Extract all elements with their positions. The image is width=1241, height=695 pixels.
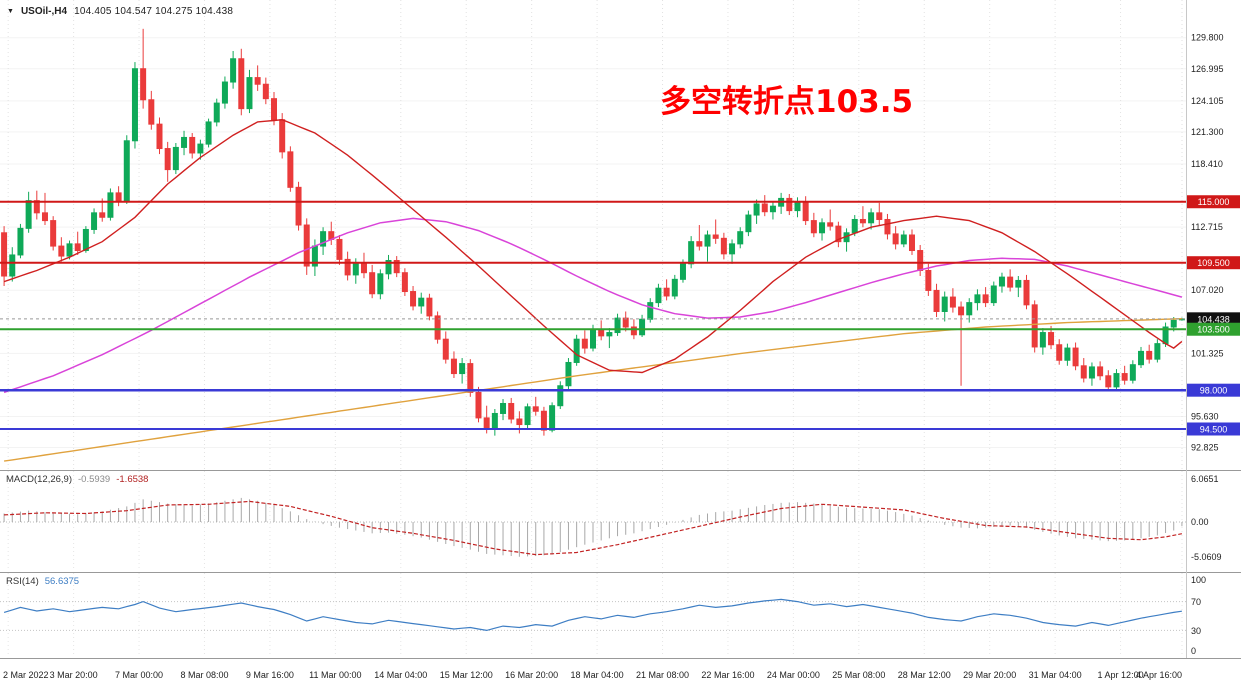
macd-signal-value: -1.6538 (116, 474, 149, 485)
price-badge-109.500: 109.500 (1187, 256, 1240, 270)
svg-text:98.000: 98.000 (1200, 386, 1228, 396)
macd-signal-line (4, 500, 1183, 556)
price-badge-104.438: 104.438 (1187, 312, 1240, 326)
chart-annotation-text[interactable]: 多空转折点103.5 (660, 84, 914, 120)
macd-histogram (3, 497, 1183, 557)
time-axis-label: 24 Mar 00:00 (766, 670, 820, 680)
rsi-indicator-label: RSI(14) 56.6375 (6, 576, 79, 587)
macd-axis-min: -5.0609 (1191, 552, 1222, 562)
ma-orange-line (3, 318, 1182, 462)
svg-text:112.715: 112.715 (1191, 222, 1223, 232)
svg-text:129.800: 129.800 (1191, 33, 1224, 43)
ma-red-line (3, 118, 1183, 374)
time-axis-label: 31 Mar 04:00 (1028, 670, 1082, 680)
time-axis-label: 28 Mar 12:00 (897, 670, 951, 680)
candles-layer (1, 28, 1185, 436)
chart-info-bar: ▼ USOil-,H4 104.405 104.547 104.275 104.… (7, 6, 233, 17)
time-axis-label: 11 Mar 00:00 (309, 670, 362, 680)
macd-indicator-label: MACD(12,26,9) -0.5939 -1.6538 (6, 474, 148, 485)
time-axis-label: 3 Mar 20:00 (49, 670, 98, 680)
chart-expand-icon[interactable]: ▼ (7, 7, 14, 15)
price-badge-115.000: 115.000 (1187, 195, 1240, 209)
time-axis-label: 25 Mar 08:00 (832, 670, 886, 680)
time-axis-label: 14 Mar 04:00 (374, 670, 428, 680)
rsi-panel[interactable] (0, 572, 1241, 658)
rsi-axis-0: 0 (1191, 646, 1197, 656)
svg-text:121.300: 121.300 (1191, 127, 1224, 137)
svg-text:118.410: 118.410 (1191, 159, 1223, 169)
price-badge-98.000: 98.000 (1187, 383, 1240, 397)
time-axis[interactable]: 2 Mar 2022 3 Mar 20:00 7 Mar 00:00 8 Mar 08… (0, 658, 1241, 695)
symbol-timeframe-label: USOil-,H4 (20, 6, 68, 17)
svg-text:104.438: 104.438 (1197, 314, 1230, 324)
rsi-name: RSI(14) (6, 576, 39, 587)
macd-axis-zero: 0.00 (1191, 517, 1209, 527)
macd-name: MACD(12,26,9) (6, 474, 72, 485)
time-axis-label: 4 Apr 16:00 (1135, 670, 1182, 680)
price-badge-94.500: 94.500 (1187, 422, 1240, 436)
macd-grid (7, 471, 1183, 571)
time-axis-label: 15 Mar 12:00 (439, 670, 493, 680)
rsi-line (3, 598, 1182, 632)
svg-text:92.825: 92.825 (1191, 443, 1219, 453)
ohlc-values: 104.405 104.547 104.275 104.438 (74, 6, 234, 17)
time-axis-label: 29 Mar 20:00 (963, 670, 1017, 680)
macd-axis-max: 6.0651 (1191, 474, 1219, 484)
time-axis-label: 22 Mar 16:00 (701, 670, 755, 680)
time-axis-label: 8 Mar 08:00 (180, 670, 229, 680)
price-axis-labels: 129.800 126.995 124.105 121.300 118.410 112.7… (1191, 33, 1224, 453)
time-axis-label: 9 Mar 16:00 (245, 670, 294, 680)
time-axis-label: 7 Mar 00:00 (115, 670, 164, 680)
price-badge-103.500: 103.500 (1187, 322, 1240, 336)
macd-canvas[interactable] (0, 470, 1241, 572)
svg-text:126.995: 126.995 (1191, 64, 1224, 74)
time-axis-label: 1 Apr 12:00 (1097, 670, 1144, 680)
svg-text:124.105: 124.105 (1191, 96, 1224, 106)
rsi-axis-100: 100 (1191, 575, 1207, 585)
rsi-axis-70: 70 (1191, 597, 1202, 607)
ma-magenta-line (3, 217, 1183, 394)
main-chart-canvas[interactable]: 129.800 126.995 124.105 121.300 118.410 112.7… (0, 0, 1241, 470)
time-axis-label: 16 Mar 20:00 (505, 670, 559, 680)
svg-text:103.500: 103.500 (1197, 325, 1230, 335)
main-chart-panel[interactable]: 129.800 126.995 124.105 121.300 118.410 112.7… (0, 0, 1241, 470)
rsi-canvas[interactable] (0, 572, 1241, 658)
svg-text:107.020: 107.020 (1191, 285, 1224, 295)
svg-text:101.325: 101.325 (1191, 348, 1224, 358)
svg-text:109.500: 109.500 (1197, 258, 1230, 268)
main-grid (0, 0, 1186, 470)
macd-panel[interactable] (0, 470, 1241, 572)
time-axis-label: 18 Mar 04:00 (570, 670, 624, 680)
svg-text:95.630: 95.630 (1191, 411, 1219, 421)
time-axis-label: 2 Mar 2022 (3, 670, 49, 680)
svg-text:94.500: 94.500 (1200, 424, 1228, 434)
rsi-axis-30: 30 (1191, 626, 1202, 636)
time-axis-label: 21 Mar 08:00 (635, 670, 690, 680)
macd-main-value: -0.5939 (78, 474, 111, 485)
rsi-value: 56.6375 (44, 576, 80, 587)
svg-text:115.000: 115.000 (1198, 197, 1230, 207)
